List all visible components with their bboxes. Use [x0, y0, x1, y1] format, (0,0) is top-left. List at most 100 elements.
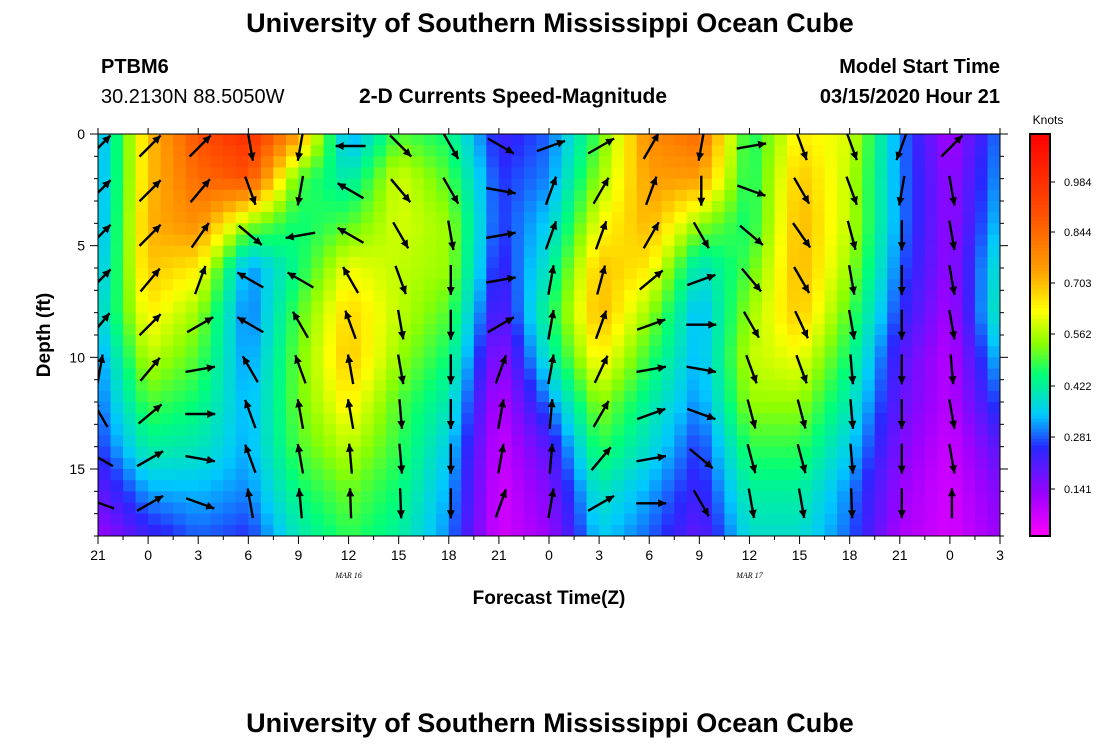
heatmap-cell: [962, 457, 976, 470]
heatmap-cell: [674, 513, 688, 526]
heatmap-cell: [686, 435, 700, 448]
heatmap-cell: [899, 446, 913, 459]
heatmap-cell: [248, 245, 262, 258]
heatmap-cell: [824, 156, 838, 169]
heatmap-cell: [198, 469, 212, 481]
heatmap-cell: [323, 178, 337, 191]
heatmap-cell: [937, 357, 951, 370]
heatmap-cell: [135, 524, 149, 536]
heatmap-cell: [574, 424, 588, 437]
heatmap-cell: [386, 513, 400, 526]
heatmap-cell: [736, 335, 751, 347]
heatmap-cell: [473, 212, 487, 224]
heatmap-cell: [699, 201, 713, 213]
heatmap-cell: [323, 245, 337, 258]
heatmap-cell: [949, 379, 964, 392]
colorbar-swatch: [1030, 298, 1050, 303]
current-arrowhead: [205, 502, 215, 510]
heatmap-cell: [411, 480, 425, 492]
heatmap-cell: [912, 491, 926, 504]
x-tick-label: 21: [892, 547, 908, 563]
heatmap-cell: [624, 469, 638, 481]
heatmap-cell: [386, 134, 400, 146]
heatmap-cell: [461, 480, 475, 492]
heatmap-cell: [812, 279, 826, 291]
heatmap-cell: [323, 402, 337, 414]
heatmap-cell: [373, 134, 387, 146]
heatmap-cell: [411, 379, 425, 392]
heatmap-cell: [799, 413, 813, 425]
heatmap-cell: [736, 245, 751, 258]
heatmap-cell: [323, 513, 337, 526]
heatmap-cell: [185, 502, 199, 515]
heatmap-cell: [160, 491, 174, 504]
heatmap-cell: [523, 323, 538, 336]
heatmap-cell: [160, 201, 174, 213]
heatmap-cell: [473, 424, 487, 437]
heatmap-cell: [724, 223, 738, 236]
heatmap-cell: [849, 178, 863, 191]
heatmap-cell: [373, 167, 387, 180]
heatmap-cell: [473, 290, 487, 303]
heatmap-cell: [711, 212, 725, 224]
heatmap-cell: [736, 491, 751, 504]
heatmap-cell: [260, 446, 274, 459]
y-tick-label: 15: [69, 461, 85, 477]
heatmap-cell: [736, 178, 751, 191]
heatmap-cell: [686, 413, 700, 425]
current-arrowhead: [752, 282, 762, 292]
heatmap-cell: [887, 156, 901, 169]
x-tick-label: 6: [645, 547, 653, 563]
current-arrowhead: [547, 399, 556, 408]
heatmap-cell: [824, 435, 838, 448]
heatmap-cell: [373, 379, 387, 392]
current-arrowhead: [244, 399, 252, 409]
heatmap-cell: [824, 446, 838, 459]
current-arrowhead: [446, 287, 455, 295]
heatmap-cell: [749, 402, 763, 414]
heatmap-cell: [674, 379, 688, 392]
heatmap-cell: [912, 480, 926, 492]
heatmap-cell: [148, 189, 162, 202]
heatmap-cell: [110, 446, 124, 459]
current-arrowhead: [605, 495, 615, 504]
heatmap-cell: [461, 424, 475, 437]
heatmap-cell: [398, 480, 412, 492]
station-id: PTBM6: [101, 56, 169, 78]
heatmap-cell: [711, 256, 725, 269]
heatmap-cell: [473, 145, 487, 157]
heatmap-cell: [924, 480, 938, 492]
heatmap-cell: [160, 502, 174, 515]
heatmap-cell: [123, 312, 137, 325]
heatmap-cell: [787, 312, 801, 325]
heatmap-cell: [636, 424, 650, 437]
heatmap-cell: [899, 312, 913, 325]
heatmap-cell: [160, 368, 174, 381]
heatmap-cell: [761, 524, 776, 536]
heatmap-cell: [423, 335, 437, 347]
heatmap-cell: [937, 335, 951, 347]
heatmap-cell: [160, 134, 174, 146]
heatmap-cell: [599, 368, 613, 381]
heatmap-cell: [899, 402, 913, 414]
heatmap-cell: [361, 178, 375, 191]
colorbar-swatch: [1030, 147, 1050, 152]
heatmap-cell: [398, 167, 412, 180]
heatmap-cell: [110, 156, 124, 169]
heatmap-cell: [285, 368, 300, 381]
heatmap-cell: [486, 279, 500, 291]
heatmap-cell: [498, 268, 513, 280]
heatmap-cell: [749, 379, 763, 392]
heatmap-cell: [473, 446, 487, 459]
heatmap-cell: [260, 513, 274, 526]
heatmap-cell: [411, 446, 425, 459]
heatmap-cell: [486, 134, 500, 146]
heatmap-cell: [987, 256, 1000, 269]
heatmap-cell: [198, 312, 212, 325]
heatmap-cell: [98, 457, 112, 470]
heatmap-cell: [185, 312, 199, 325]
heatmap-cell: [661, 256, 675, 269]
heatmap-cell: [173, 245, 187, 258]
heatmap-cell: [336, 156, 350, 169]
heatmap-cell: [336, 379, 350, 392]
